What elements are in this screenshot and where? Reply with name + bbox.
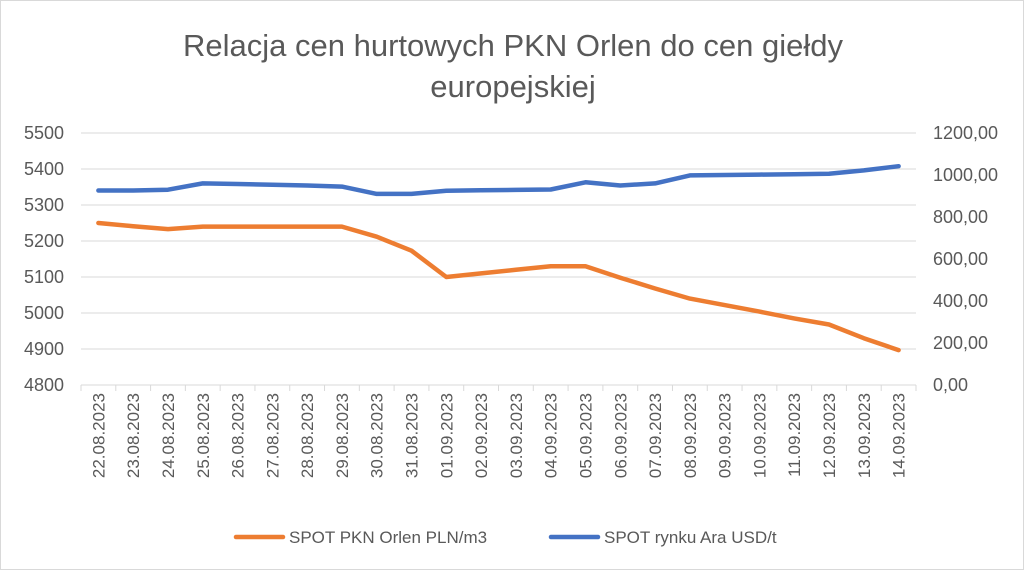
left-y-tick-label: 5500 [24, 123, 64, 143]
x-tick-label: 01.09.2023 [437, 393, 456, 478]
left-y-tick-label: 4800 [24, 375, 64, 395]
series-lines [96, 163, 901, 353]
x-tick-label: 12.09.2023 [820, 393, 839, 478]
x-tick-label: 28.08.2023 [298, 393, 317, 478]
x-axis: 22.08.2023 23.08.2023 24.08.2023 25.08.2023… [80, 385, 917, 478]
x-tick-label: 27.08.2023 [263, 393, 282, 478]
x-tick-label: 02.09.2023 [472, 393, 491, 478]
x-tick-label: 09.09.2023 [716, 393, 735, 478]
left-y-tick-label: 5200 [24, 231, 64, 251]
left-y-tick-label: 5100 [24, 267, 64, 287]
x-tick-label: 24.08.2023 [159, 393, 178, 478]
gridlines [81, 132, 916, 386]
legend: SPOT PKN Orlen PLN/m3 SPOT rynku Ara USD/… [233, 528, 777, 547]
right-y-tick-label: 600,00 [933, 249, 988, 269]
x-tick-label: 23.08.2023 [124, 393, 143, 478]
x-tick-label: 07.09.2023 [646, 393, 665, 478]
x-tick-label: 14.09.2023 [890, 393, 909, 478]
x-tick-label: 29.08.2023 [333, 393, 352, 478]
x-tick-label: 22.08.2023 [89, 393, 108, 478]
x-tick-label: 13.09.2023 [855, 393, 874, 478]
right-y-axis: 0,00 200,00 400,00 600,00 800,00 1000,00 1200,… [933, 123, 998, 395]
left-y-tick-label: 5400 [24, 159, 64, 179]
left-y-axis: 4800 4900 5000 5100 5200 5300 5400 5500 [24, 123, 64, 395]
x-tick-label: 08.09.2023 [681, 393, 700, 478]
x-tick-label: 06.09.2023 [611, 393, 630, 478]
right-y-tick-label: 200,00 [933, 333, 988, 353]
series-line-2 [96, 163, 901, 197]
x-tick-label: 26.08.2023 [229, 393, 248, 478]
legend-label: SPOT PKN Orlen PLN/m3 [289, 528, 487, 547]
chart-title: Relacja cen hurtowych PKN Orlen do cen g… [183, 28, 843, 104]
chart-title-line-1: Relacja cen hurtowych PKN Orlen do cen g… [183, 28, 843, 63]
x-tick-label: 10.09.2023 [750, 393, 769, 478]
left-y-tick-label: 4900 [24, 339, 64, 359]
right-y-tick-label: 800,00 [933, 207, 988, 227]
right-y-tick-label: 0,00 [933, 375, 968, 395]
left-y-tick-label: 5300 [24, 195, 64, 215]
legend-label: SPOT rynku Ara USD/t [604, 528, 777, 547]
x-tick-label: 05.09.2023 [576, 393, 595, 478]
x-tick-label: 25.08.2023 [194, 393, 213, 478]
left-y-tick-label: 5000 [24, 303, 64, 323]
right-y-tick-label: 1000,00 [933, 165, 998, 185]
x-tick-label: 30.08.2023 [368, 393, 387, 478]
right-y-tick-label: 1200,00 [933, 123, 998, 143]
x-tick-label: 11.09.2023 [785, 393, 804, 477]
chart-title-line-2: europejskiej [430, 69, 595, 104]
series-line-1 [96, 220, 901, 353]
right-y-tick-label: 400,00 [933, 291, 988, 311]
x-tick-label: 03.09.2023 [507, 393, 526, 478]
x-tick-label: 04.09.2023 [542, 393, 561, 478]
x-tick-label: 31.08.2023 [403, 393, 422, 478]
